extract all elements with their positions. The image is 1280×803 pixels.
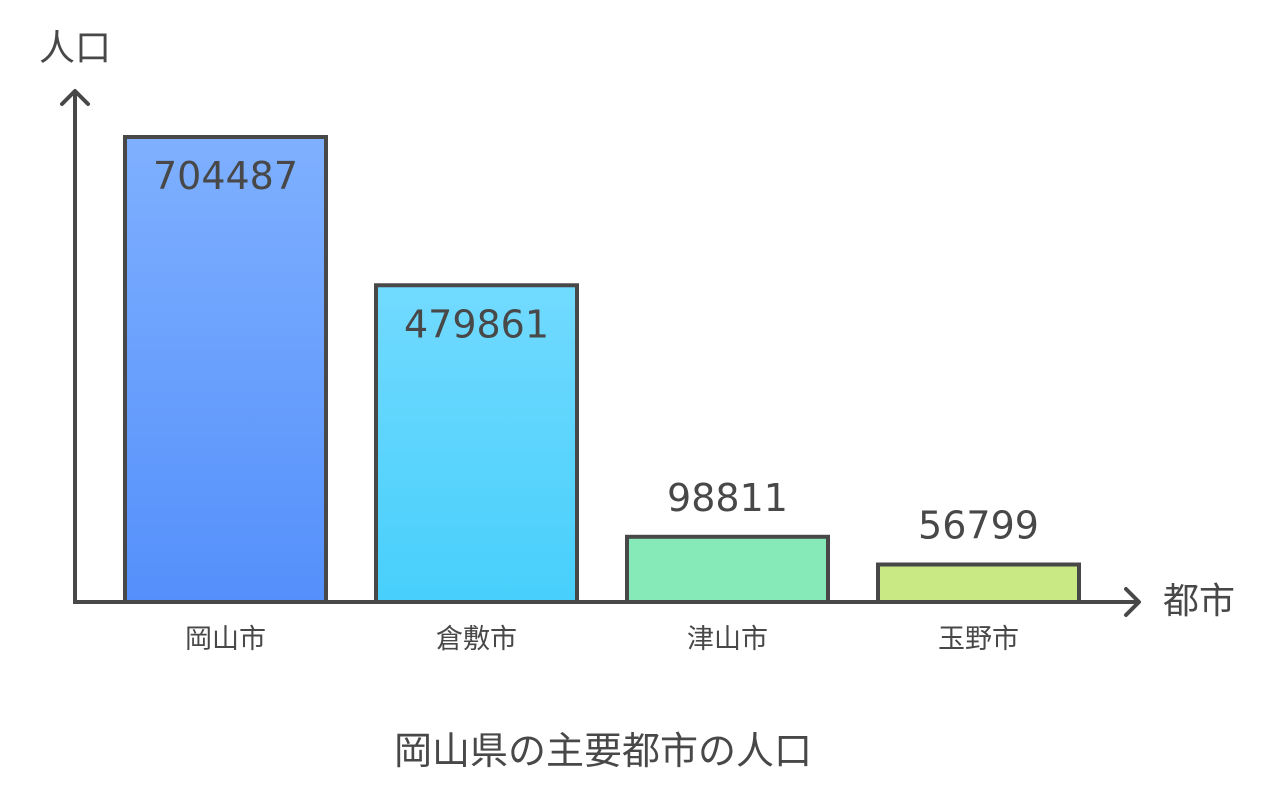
chart-title: 岡山県の主要都市の人口 [394,729,812,773]
category-label: 岡山市 [185,624,266,655]
category-labels: 岡山市 倉敷市 津山市 玉野市 [185,624,1019,655]
bar-1 [123,135,328,604]
category-label: 玉野市 [938,624,1019,655]
bar-value-label: 98811 [667,476,788,520]
x-axis-label: 都市 [1163,581,1235,622]
bar-value-label: 479861 [404,302,549,346]
y-axis-label: 人口 [39,28,111,69]
bar-value-label: 56799 [918,504,1039,548]
category-label: 津山市 [687,624,768,655]
bar-4 [876,562,1081,604]
bars-group: 704487 479861 98811 56799 [123,135,1081,605]
x-axis-arrow-icon [1124,587,1141,617]
y-axis-arrow-icon [60,89,90,106]
category-label: 倉敷市 [436,624,517,655]
bar-value-label: 704487 [153,154,298,198]
bar-2 [374,283,579,604]
axes [60,89,1141,617]
bar-3 [625,534,830,605]
